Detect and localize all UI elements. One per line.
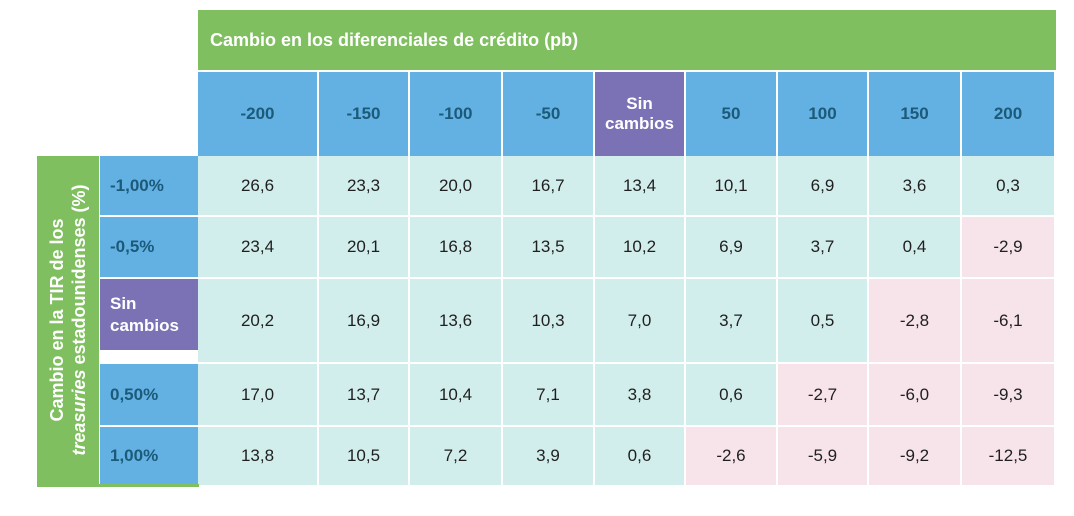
table-cell: 10,3 <box>503 279 595 364</box>
column-header-7: 100 <box>778 72 869 156</box>
column-header-3: -100 <box>410 72 503 156</box>
table-cell: 13,7 <box>319 364 410 427</box>
table-cell: 17,0 <box>198 364 319 427</box>
row-axis-label-rest: estadounidenses (%) <box>69 184 89 370</box>
table-cell: 6,9 <box>778 156 869 217</box>
table-cell: 20,2 <box>198 279 319 364</box>
table-title-banner: Cambio en los diferenciales de crédito (… <box>198 10 1056 70</box>
table-cell: 0,6 <box>595 427 686 487</box>
table-cell: 16,9 <box>319 279 410 364</box>
table-cell: 10,5 <box>319 427 410 487</box>
table-cell: 7,0 <box>595 279 686 364</box>
table-cell: 6,9 <box>686 217 778 279</box>
table-cell: 3,8 <box>595 364 686 427</box>
table-cell: 20,0 <box>410 156 503 217</box>
row-axis-label-line2: treasuries estadounidenses (%) <box>68 184 90 455</box>
table-cell: 10,1 <box>686 156 778 217</box>
table-cell: 7,1 <box>503 364 595 427</box>
table-cell: 26,6 <box>198 156 319 217</box>
table-cell: -2,8 <box>869 279 962 364</box>
table-cell: 3,9 <box>503 427 595 487</box>
table-cell: -5,9 <box>778 427 869 487</box>
column-header-4: -50 <box>503 72 595 156</box>
row-label-2: -0,5% <box>100 217 198 279</box>
column-header-1: -200 <box>198 72 319 156</box>
table-cell: 10,2 <box>595 217 686 279</box>
table-cell: 13,4 <box>595 156 686 217</box>
table-cell: 0,5 <box>778 279 869 364</box>
table-title: Cambio en los diferenciales de crédito (… <box>210 29 579 50</box>
row-label-3: Sin cambios <box>100 279 198 352</box>
bottom-rule <box>37 484 199 487</box>
table-cell: 7,2 <box>410 427 503 487</box>
table-cell: 3,7 <box>778 217 869 279</box>
row-label-4: 0,50% <box>100 364 198 427</box>
table-cell: 23,4 <box>198 217 319 279</box>
row-label-1: -1,00% <box>100 156 198 217</box>
table-cell: -2,6 <box>686 427 778 487</box>
table-cell: -2,7 <box>778 364 869 427</box>
table-cell: 13,8 <box>198 427 319 487</box>
table-cell: -12,5 <box>962 427 1056 487</box>
table-cell: 0,4 <box>869 217 962 279</box>
table-cell: 16,8 <box>410 217 503 279</box>
column-header-5: Sin cambios <box>595 72 686 156</box>
row-axis-label: Cambio en la TIR de los treasuries estad… <box>46 184 90 455</box>
table-cell: 3,7 <box>686 279 778 364</box>
row-axis-label-panel: Cambio en la TIR de los treasuries estad… <box>37 156 99 484</box>
column-header-6: 50 <box>686 72 778 156</box>
table-cell: 0,3 <box>962 156 1056 217</box>
table-cell: 3,6 <box>869 156 962 217</box>
table-cell: 23,3 <box>319 156 410 217</box>
table-cell: 10,4 <box>410 364 503 427</box>
table-cell: -9,2 <box>869 427 962 487</box>
row-label-5: 1,00% <box>100 427 198 487</box>
row-axis-label-line1: Cambio en la TIR de los <box>47 218 67 422</box>
table-cell: -6,0 <box>869 364 962 427</box>
column-header-9: 200 <box>962 72 1056 156</box>
table-cell: 13,5 <box>503 217 595 279</box>
column-header-8: 150 <box>869 72 962 156</box>
table-cell: -6,1 <box>962 279 1056 364</box>
table-cell: 20,1 <box>319 217 410 279</box>
row-axis-label-italic: treasuries <box>69 369 89 456</box>
table-cell: 0,6 <box>686 364 778 427</box>
column-header-2: -150 <box>319 72 410 156</box>
table-cell: 13,6 <box>410 279 503 364</box>
table-cell: -2,9 <box>962 217 1056 279</box>
table-cell: 16,7 <box>503 156 595 217</box>
table-cell: -9,3 <box>962 364 1056 427</box>
